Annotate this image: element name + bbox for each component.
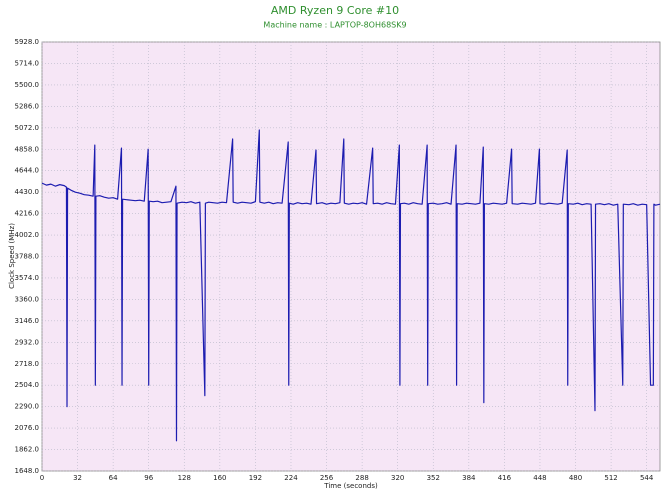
y-tick-label: 4430.0 (15, 188, 40, 196)
y-tick-label: 3146.0 (15, 317, 40, 325)
y-tick-label: 3574.0 (15, 274, 40, 282)
x-tick-label: 128 (178, 474, 191, 482)
y-tick-label: 4002.0 (15, 231, 40, 239)
x-tick-label: 320 (391, 474, 404, 482)
x-tick-label: 448 (533, 474, 546, 482)
y-tick-label: 5072.0 (15, 124, 40, 132)
x-tick-label: 544 (640, 474, 654, 482)
data-line (41, 129, 661, 442)
y-tick-label: 4216.0 (15, 210, 40, 218)
y-tick-label: 4858.0 (15, 145, 40, 153)
y-tick-label: 2076.0 (15, 424, 40, 432)
y-tick-label: 4644.0 (15, 167, 40, 175)
x-tick-label: 0 (40, 474, 44, 482)
chart-title: AMD Ryzen 9 Core #10 (271, 4, 399, 17)
y-tick-label: 2290.0 (15, 403, 40, 411)
x-tick-label: 416 (498, 474, 512, 482)
x-axis-label: Time (seconds) (323, 482, 378, 490)
x-tick-label: 160 (213, 474, 226, 482)
y-tick-label: 3788.0 (15, 253, 40, 261)
y-tick-label: 5500.0 (15, 81, 40, 89)
x-tick-label: 480 (569, 474, 582, 482)
x-tick-label: 288 (355, 474, 368, 482)
y-tick-label: 2504.0 (15, 381, 40, 389)
x-tick-label: 32 (73, 474, 82, 482)
x-tick-label: 64 (109, 474, 118, 482)
x-tick-label: 384 (462, 474, 476, 482)
y-tick-label: 3360.0 (15, 295, 40, 303)
y-tick-label: 1862.0 (15, 446, 40, 454)
y-tick-label: 5714.0 (15, 59, 40, 67)
x-tick-label: 192 (249, 474, 262, 482)
y-tick-label: 2718.0 (15, 360, 40, 368)
y-tick-label: 5286.0 (15, 102, 40, 110)
x-tick-label: 352 (427, 474, 440, 482)
y-tick-label: 2932.0 (15, 338, 40, 346)
y-tick-label: 5928.0 (15, 38, 40, 46)
y-axis-label: Clock Speed (MHz) (8, 223, 16, 289)
x-tick-label: 96 (144, 474, 153, 482)
x-tick-label: 512 (604, 474, 617, 482)
y-tick-label: 1648.0 (15, 467, 40, 475)
x-tick-label: 224 (284, 474, 298, 482)
chart-subtitle: Machine name : LAPTOP-8OH68SK9 (263, 21, 406, 30)
x-tick-label: 256 (320, 474, 334, 482)
